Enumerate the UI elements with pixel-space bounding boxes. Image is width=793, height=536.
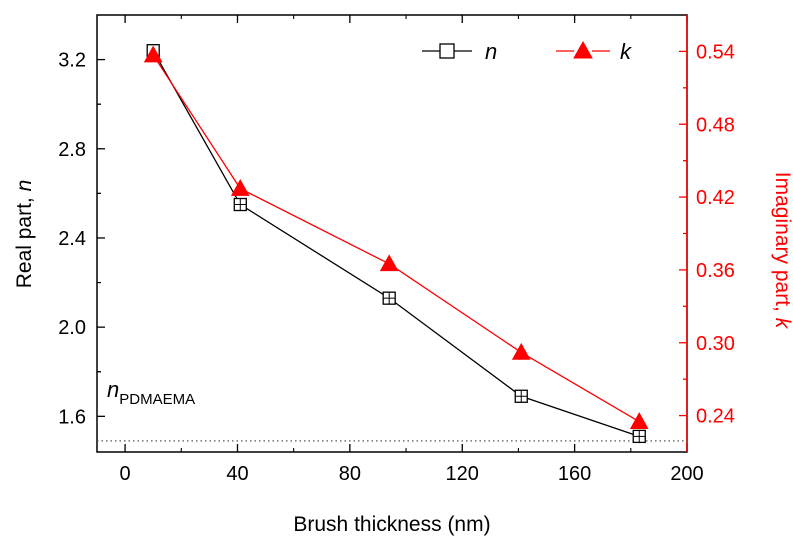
series-k-point <box>230 179 250 196</box>
series-k-point <box>629 412 649 429</box>
legend-k-marker <box>573 40 593 59</box>
right-y-axis-title-var: k <box>771 318 793 330</box>
left-y-axis-title: Real part, n <box>13 180 36 289</box>
reference-line-label: nPDMAEMA <box>107 377 195 408</box>
x-axis-title: Brush thickness (nm) <box>293 513 490 536</box>
left-y-axis-title-var: n <box>13 180 36 192</box>
right-y-tick-label: 0.48 <box>696 114 735 136</box>
right-y-axis-title-main: Imaginary part, <box>771 172 793 318</box>
plot-frame <box>96 14 688 453</box>
legend-k-label: k <box>620 39 632 64</box>
reference-label-var: n <box>107 377 119 402</box>
left-y-tick-label: 2.8 <box>58 139 86 161</box>
right-y-tick-label: 0.30 <box>696 333 735 355</box>
right-y-axis-ticks: 0.24 0.30 0.36 0.42 0.48 0.54 <box>679 15 735 452</box>
right-y-tick-label: 0.54 <box>696 41 735 63</box>
left-y-tick-label: 2.0 <box>58 317 86 339</box>
series-k-line <box>152 54 640 423</box>
left-y-tick-label: 1.6 <box>58 406 86 428</box>
x-tick-label: 120 <box>446 463 479 485</box>
x-tick-label: 0 <box>120 463 131 485</box>
x-tick-label: 160 <box>558 463 591 485</box>
right-y-tick-label: 0.24 <box>696 406 735 428</box>
right-y-tick-label: 0.42 <box>696 187 735 209</box>
legend-n-label: n <box>485 39 497 64</box>
left-y-tick-label: 2.4 <box>58 228 86 250</box>
series-k-point <box>143 45 163 63</box>
left-y-axis-title-main: Real part, <box>13 191 36 288</box>
right-y-axis-title: Imaginary part, k <box>771 172 793 330</box>
left-y-axis-ticks: 1.6 2.0 2.4 2.8 3.2 <box>58 50 105 428</box>
x-tick-label: 200 <box>670 463 703 485</box>
series-k-point <box>511 342 531 360</box>
legend: n k <box>422 39 632 64</box>
series-k-point <box>379 254 399 272</box>
reference-label-sub: PDMAEMA <box>119 391 195 408</box>
right-y-tick-label: 0.36 <box>696 260 735 282</box>
legend-n-marker <box>439 43 455 59</box>
x-tick-label: 80 <box>339 463 361 485</box>
x-axis-ticks: 0 40 80 120 160 200 <box>120 15 704 485</box>
x-tick-label: 40 <box>226 463 248 485</box>
series-layer <box>143 44 649 444</box>
left-y-tick-label: 3.2 <box>58 50 86 72</box>
